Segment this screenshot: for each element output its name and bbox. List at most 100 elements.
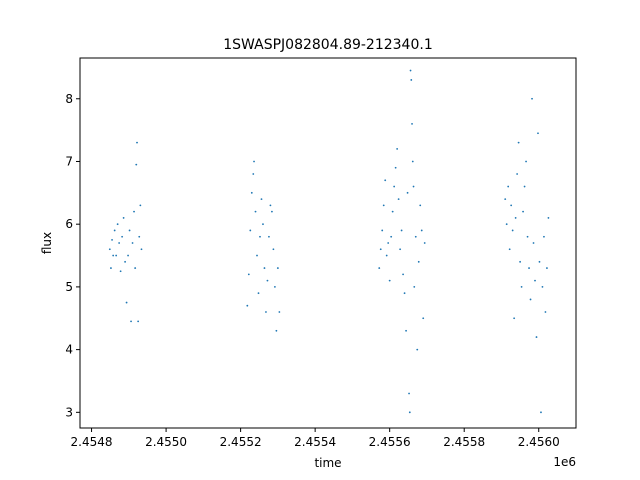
x-offset-label: 1e6 xyxy=(553,455,576,469)
data-point xyxy=(408,392,410,395)
data-point xyxy=(541,285,544,288)
data-point xyxy=(133,210,135,213)
data-point xyxy=(253,160,255,163)
data-point xyxy=(115,254,118,257)
data-point xyxy=(410,79,413,81)
data-point xyxy=(529,298,532,301)
data-point xyxy=(405,329,407,332)
plot-frame xyxy=(79,57,577,429)
data-point xyxy=(540,411,542,414)
data-point xyxy=(254,210,257,213)
x-tick-label: 2.4554 xyxy=(294,435,336,449)
x-tick-label: 2.4552 xyxy=(220,435,262,449)
data-point xyxy=(257,292,260,295)
x-axis-label: time xyxy=(314,456,341,470)
data-point xyxy=(124,260,126,263)
data-point xyxy=(378,267,381,269)
data-point xyxy=(247,273,250,276)
data-point xyxy=(526,235,529,238)
data-point xyxy=(260,198,263,201)
data-point xyxy=(399,248,402,251)
data-point xyxy=(116,223,119,226)
data-point xyxy=(522,210,524,213)
data-point xyxy=(528,267,530,269)
y-tick-label: 3 xyxy=(65,405,73,419)
x-tick-label: 2.4558 xyxy=(443,435,485,449)
data-point xyxy=(513,317,516,320)
data-point xyxy=(268,235,270,238)
data-point xyxy=(111,238,113,241)
data-point xyxy=(108,248,111,251)
data-point xyxy=(546,267,548,269)
data-point xyxy=(537,132,539,135)
data-point xyxy=(422,317,425,320)
data-point xyxy=(423,242,426,244)
data-point xyxy=(246,304,249,307)
x-tick-label: 2.4560 xyxy=(518,435,560,449)
data-point xyxy=(412,185,415,188)
data-point xyxy=(420,229,423,232)
data-point xyxy=(272,248,275,251)
data-point xyxy=(134,267,137,269)
data-point xyxy=(263,267,266,269)
data-point xyxy=(388,279,391,282)
data-point xyxy=(525,160,527,163)
data-point xyxy=(250,191,253,194)
data-point xyxy=(543,235,545,238)
x-tick-label: 2.4548 xyxy=(71,435,113,449)
data-point xyxy=(269,204,272,207)
data-point xyxy=(137,320,140,323)
data-point xyxy=(136,141,138,144)
data-point xyxy=(131,242,134,244)
data-point xyxy=(532,242,535,244)
data-point xyxy=(534,279,536,282)
data-point xyxy=(135,163,138,166)
data-point xyxy=(249,229,252,232)
data-point xyxy=(276,267,279,269)
y-axis-label: flux xyxy=(40,232,54,254)
x-axis: 2.4548 2.4550 2.4552 2.4554 2.4556 2.4558 2.45… xyxy=(71,428,560,449)
data-point xyxy=(273,285,276,288)
data-point xyxy=(387,242,390,244)
data-point xyxy=(504,198,507,201)
chart-title: 1SWASPJ082804.89-212340.1 xyxy=(223,37,432,53)
x-tick-label: 2.4556 xyxy=(369,435,411,449)
data-point xyxy=(271,210,273,213)
data-point xyxy=(535,336,538,338)
data-point xyxy=(510,204,513,207)
data-point xyxy=(256,254,258,257)
data-point xyxy=(128,229,131,232)
data-point xyxy=(119,270,122,273)
data-point xyxy=(408,411,411,414)
data-point xyxy=(112,254,115,257)
data-point xyxy=(419,204,422,207)
data-point xyxy=(379,248,382,251)
data-point xyxy=(520,285,523,288)
data-point xyxy=(511,229,514,232)
data-point xyxy=(140,248,143,251)
data-point xyxy=(266,279,269,282)
y-tick-label: 7 xyxy=(65,154,73,168)
data-point xyxy=(278,311,281,313)
y-axis: 3 4 5 6 7 8 xyxy=(65,92,80,419)
data-point xyxy=(544,311,547,313)
data-point xyxy=(538,260,541,263)
data-point xyxy=(384,179,387,182)
data-point xyxy=(411,160,414,163)
data-point xyxy=(252,173,255,175)
y-tick-label: 8 xyxy=(65,92,73,106)
data-point xyxy=(110,267,112,269)
data-point xyxy=(517,141,520,144)
data-point xyxy=(381,229,384,232)
y-tick-label: 5 xyxy=(65,280,73,294)
data-point xyxy=(411,122,413,125)
data-point xyxy=(409,69,412,72)
data-point xyxy=(390,235,393,238)
data-point xyxy=(139,204,142,207)
data-point xyxy=(385,254,388,257)
data-point xyxy=(413,285,416,288)
data-point xyxy=(519,260,522,263)
data-point xyxy=(118,242,121,244)
